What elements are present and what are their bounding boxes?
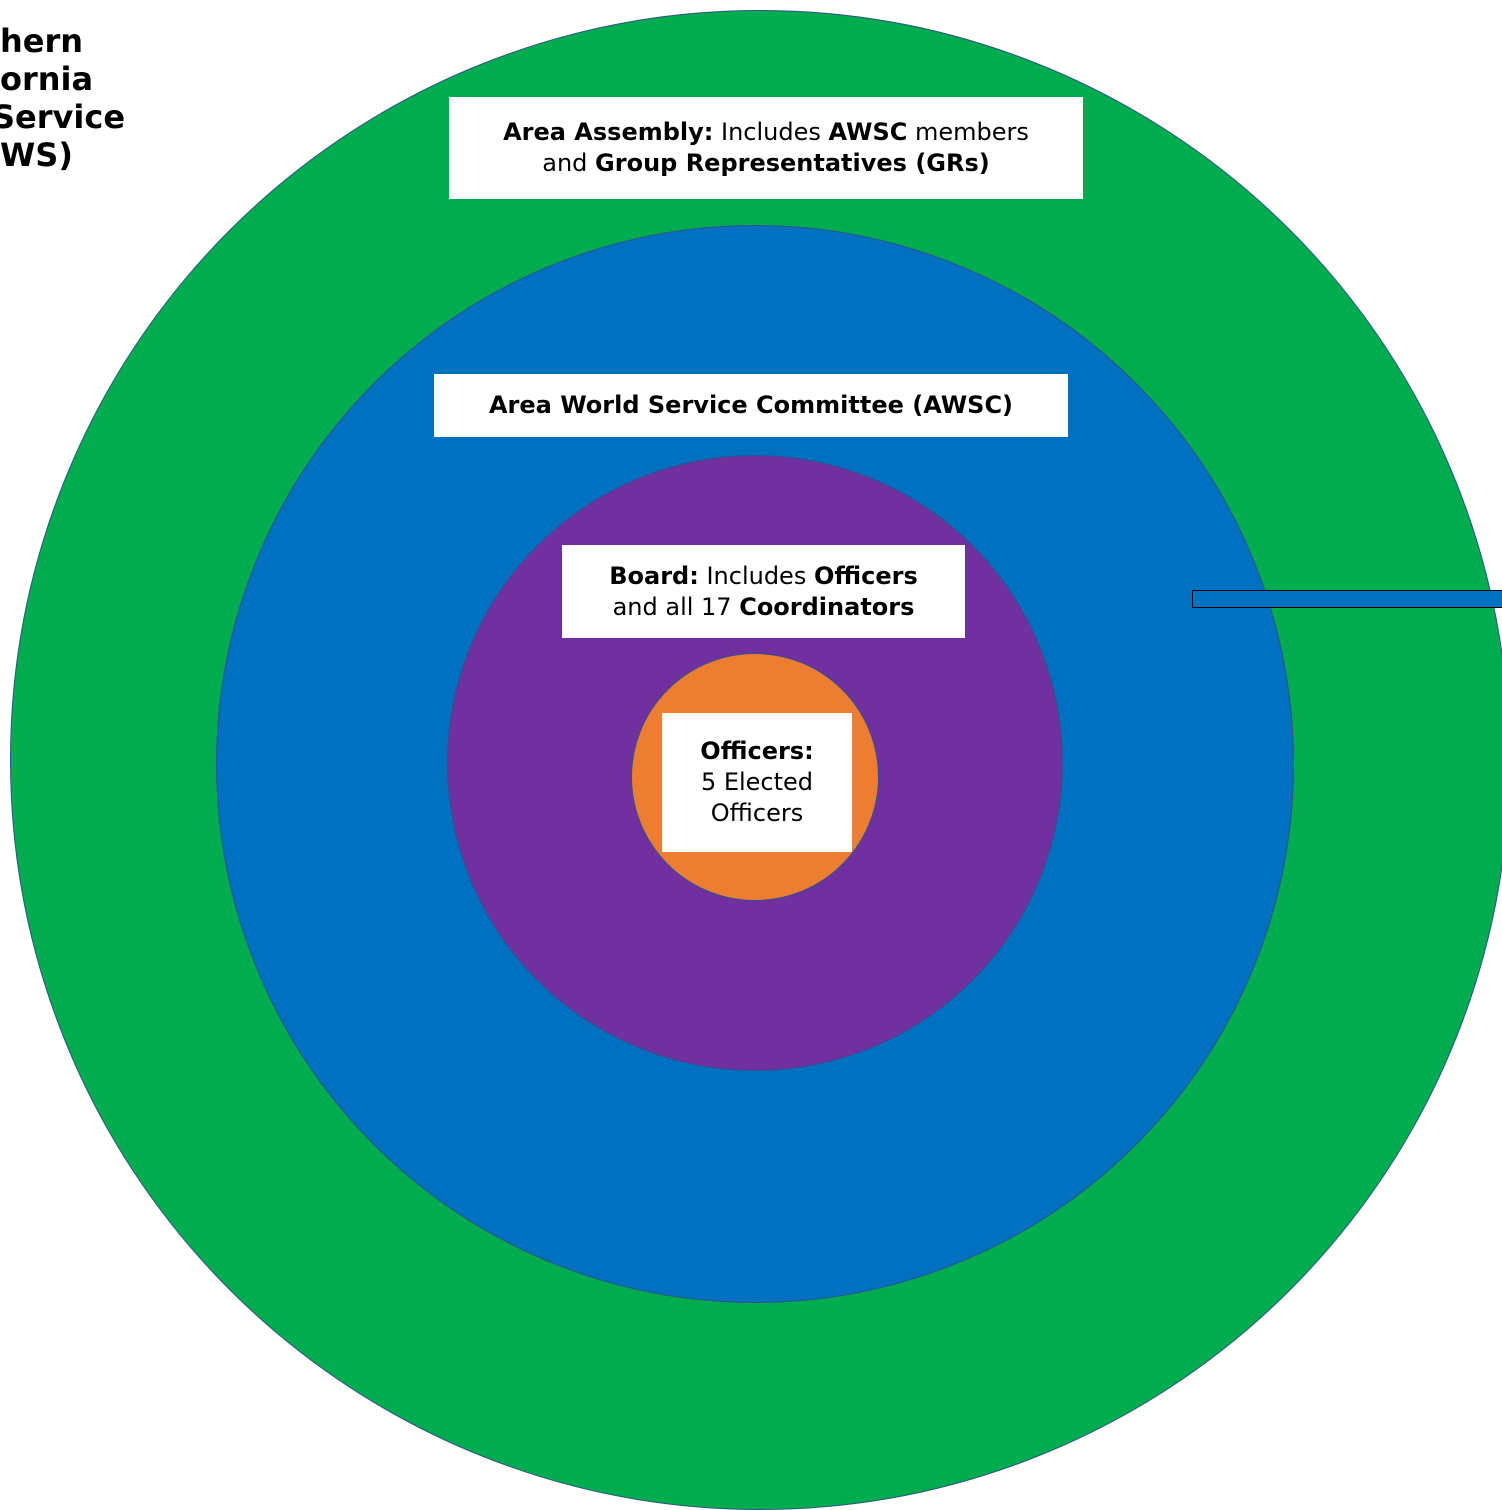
board-bold-officers: Officers [813,561,918,590]
officers-line-3: Officers [710,799,804,827]
area-assembly-line-2: and Group Representatives (GRs) [542,148,989,179]
officers-label-box: Officers: 5 Elected Officers [662,713,852,852]
board-label: Board: [609,561,699,590]
area-assembly-text-1: Includes [713,118,829,146]
awsc-label-box: Area World Service Committee (AWSC) [434,374,1068,437]
title-line-3: Service [0,98,126,136]
area-assembly-bold-awsc: AWSC [828,118,908,146]
board-text-1: Includes [698,561,814,590]
board-line-2: and all 17 Coordinators [613,592,915,623]
area-assembly-text-3: and [542,149,596,177]
area-assembly-label-box: Area Assembly: Includes AWSC members and… [449,97,1083,199]
area-assembly-label: Area Assembly: [503,118,714,146]
board-label-box: Board: Includes Officers and all 17 Coor… [562,545,965,638]
area-assembly-bold-grs: Group Representatives (GRs) [595,149,990,177]
board-bold-coordinators: Coordinators [739,592,915,621]
title-line-1: hern [0,22,84,60]
diagram-title: hern ornia Service WS) [0,22,125,174]
title-line-4: WS) [0,136,73,174]
awsc-label: Area World Service Committee (AWSC) [488,391,1014,419]
officers-line-2: 5 Elected [700,768,814,796]
area-assembly-line-1: Area Assembly: Includes AWSC members [503,117,1029,148]
area-assembly-text-2: members [907,118,1029,146]
board-line-1: Board: Includes Officers [609,561,918,592]
connector-bar [1192,590,1502,608]
officers-label: Officers: [700,737,814,765]
board-text-2: and all 17 [612,592,740,621]
title-line-2: ornia [0,60,94,98]
